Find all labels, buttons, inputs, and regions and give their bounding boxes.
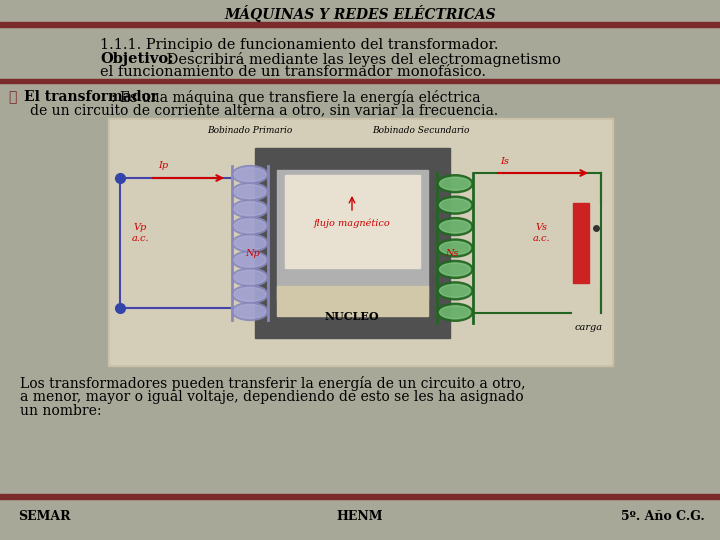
Text: flujo magnético: flujo magnético [314,218,390,228]
Ellipse shape [439,285,470,298]
Text: Np: Np [246,248,261,258]
Ellipse shape [439,199,470,212]
Text: Is: Is [500,158,510,166]
Ellipse shape [437,239,473,257]
Bar [277,170,428,300]
Ellipse shape [439,263,470,276]
Ellipse shape [437,196,473,214]
Ellipse shape [234,167,266,181]
Text: 5º. Año C.G.: 5º. Año C.G. [621,510,705,523]
Ellipse shape [234,305,266,319]
Text: a menor, mayor o igual voltaje, dependiendo de esto se les ha asignado: a menor, mayor o igual voltaje, dependie… [20,390,523,404]
Bar [0,22,720,27]
Text: MÁQUINAS Y REDES ELÉCTRICAS: MÁQUINAS Y REDES ELÉCTRICAS [224,4,496,22]
Text: HENM: HENM [337,510,383,523]
Text: Vp
a.c.: Vp a.c. [131,224,149,242]
Text: ❖: ❖ [8,90,17,104]
Ellipse shape [232,285,268,303]
Text: NUCLEO: NUCLEO [325,310,379,321]
Text: el funcionamiento de un transformador monofásico.: el funcionamiento de un transformador mo… [100,65,486,79]
Bar [277,286,428,316]
Ellipse shape [437,260,473,279]
Text: Vs
a.c.: Vs a.c. [532,224,550,242]
Text: Bobinado Primario: Bobinado Primario [207,126,292,135]
Text: 1.1.1. Principio de funcionamiento del transformador.: 1.1.1. Principio de funcionamiento del t… [100,38,498,52]
Bar [0,494,720,499]
Text: SEMAR: SEMAR [18,510,71,523]
Ellipse shape [439,241,470,254]
Ellipse shape [234,270,266,284]
Ellipse shape [234,202,266,216]
Ellipse shape [439,220,470,233]
Text: Los transformadores pueden transferir la energía de un circuito a otro,: Los transformadores pueden transferir la… [20,376,526,391]
Ellipse shape [232,166,268,184]
Text: El transformador: El transformador [24,90,158,104]
Ellipse shape [232,268,268,286]
Text: carga: carga [575,323,603,333]
Ellipse shape [234,236,266,250]
Text: un nombre:: un nombre: [20,404,102,418]
Bar [255,148,450,338]
Ellipse shape [437,303,473,321]
Ellipse shape [232,217,268,235]
Ellipse shape [437,175,473,193]
Ellipse shape [232,183,268,201]
Bar [110,120,611,364]
Text: de un circuito de corriente alterna a otro, sin variar la frecuencia.: de un circuito de corriente alterna a ot… [30,103,498,117]
Text: Ns: Ns [445,248,459,258]
Ellipse shape [234,253,266,267]
Text: Describirá mediante las leyes del electromagnetismo: Describirá mediante las leyes del electr… [162,52,561,67]
Ellipse shape [439,306,470,319]
Ellipse shape [234,185,266,199]
Ellipse shape [234,287,266,301]
Ellipse shape [232,234,268,252]
Text: Objetivo:: Objetivo: [100,52,174,66]
Ellipse shape [437,282,473,300]
Text: : Es una máquina que transfiere la energía eléctrica: : Es una máquina que transfiere la energ… [111,90,480,105]
Bar [0,79,720,83]
Text: Ip: Ip [158,161,168,171]
Ellipse shape [234,219,266,233]
Bar [108,118,613,366]
Bar [573,203,589,283]
Ellipse shape [232,200,268,218]
Ellipse shape [437,218,473,235]
Ellipse shape [232,251,268,269]
Bar [285,175,420,268]
Text: Bobinado Secundario: Bobinado Secundario [372,126,469,135]
Ellipse shape [232,302,268,320]
Ellipse shape [439,177,470,190]
